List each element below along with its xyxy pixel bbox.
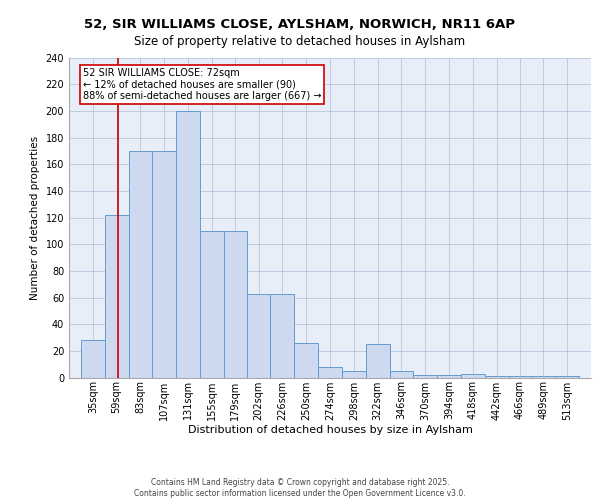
Bar	[509, 376, 532, 378]
Bar	[366, 344, 389, 378]
Text: Contains HM Land Registry data © Crown copyright and database right 2025.
Contai: Contains HM Land Registry data © Crown c…	[134, 478, 466, 498]
Bar	[81, 340, 105, 378]
Bar	[200, 231, 224, 378]
Bar	[176, 111, 200, 378]
Bar	[105, 215, 128, 378]
Bar	[224, 231, 247, 378]
Bar	[555, 376, 579, 378]
Text: Size of property relative to detached houses in Aylsham: Size of property relative to detached ho…	[134, 35, 466, 48]
Text: 52 SIR WILLIAMS CLOSE: 72sqm
← 12% of detached houses are smaller (90)
88% of se: 52 SIR WILLIAMS CLOSE: 72sqm ← 12% of de…	[83, 68, 322, 102]
Text: 52, SIR WILLIAMS CLOSE, AYLSHAM, NORWICH, NR11 6AP: 52, SIR WILLIAMS CLOSE, AYLSHAM, NORWICH…	[85, 18, 515, 30]
Bar	[413, 375, 437, 378]
Bar	[485, 376, 509, 378]
Bar	[271, 294, 294, 378]
Bar	[532, 376, 555, 378]
Bar	[152, 151, 176, 378]
Bar	[437, 375, 461, 378]
Bar	[389, 371, 413, 378]
Y-axis label: Number of detached properties: Number of detached properties	[30, 136, 40, 300]
X-axis label: Distribution of detached houses by size in Aylsham: Distribution of detached houses by size …	[188, 425, 472, 435]
Bar	[247, 294, 271, 378]
Bar	[294, 343, 318, 378]
Bar	[318, 367, 342, 378]
Bar	[461, 374, 485, 378]
Bar	[342, 371, 366, 378]
Bar	[128, 151, 152, 378]
